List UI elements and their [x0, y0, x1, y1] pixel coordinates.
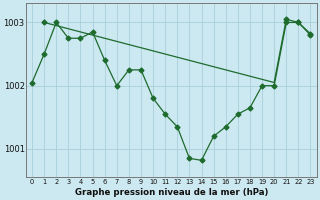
X-axis label: Graphe pression niveau de la mer (hPa): Graphe pression niveau de la mer (hPa): [75, 188, 268, 197]
